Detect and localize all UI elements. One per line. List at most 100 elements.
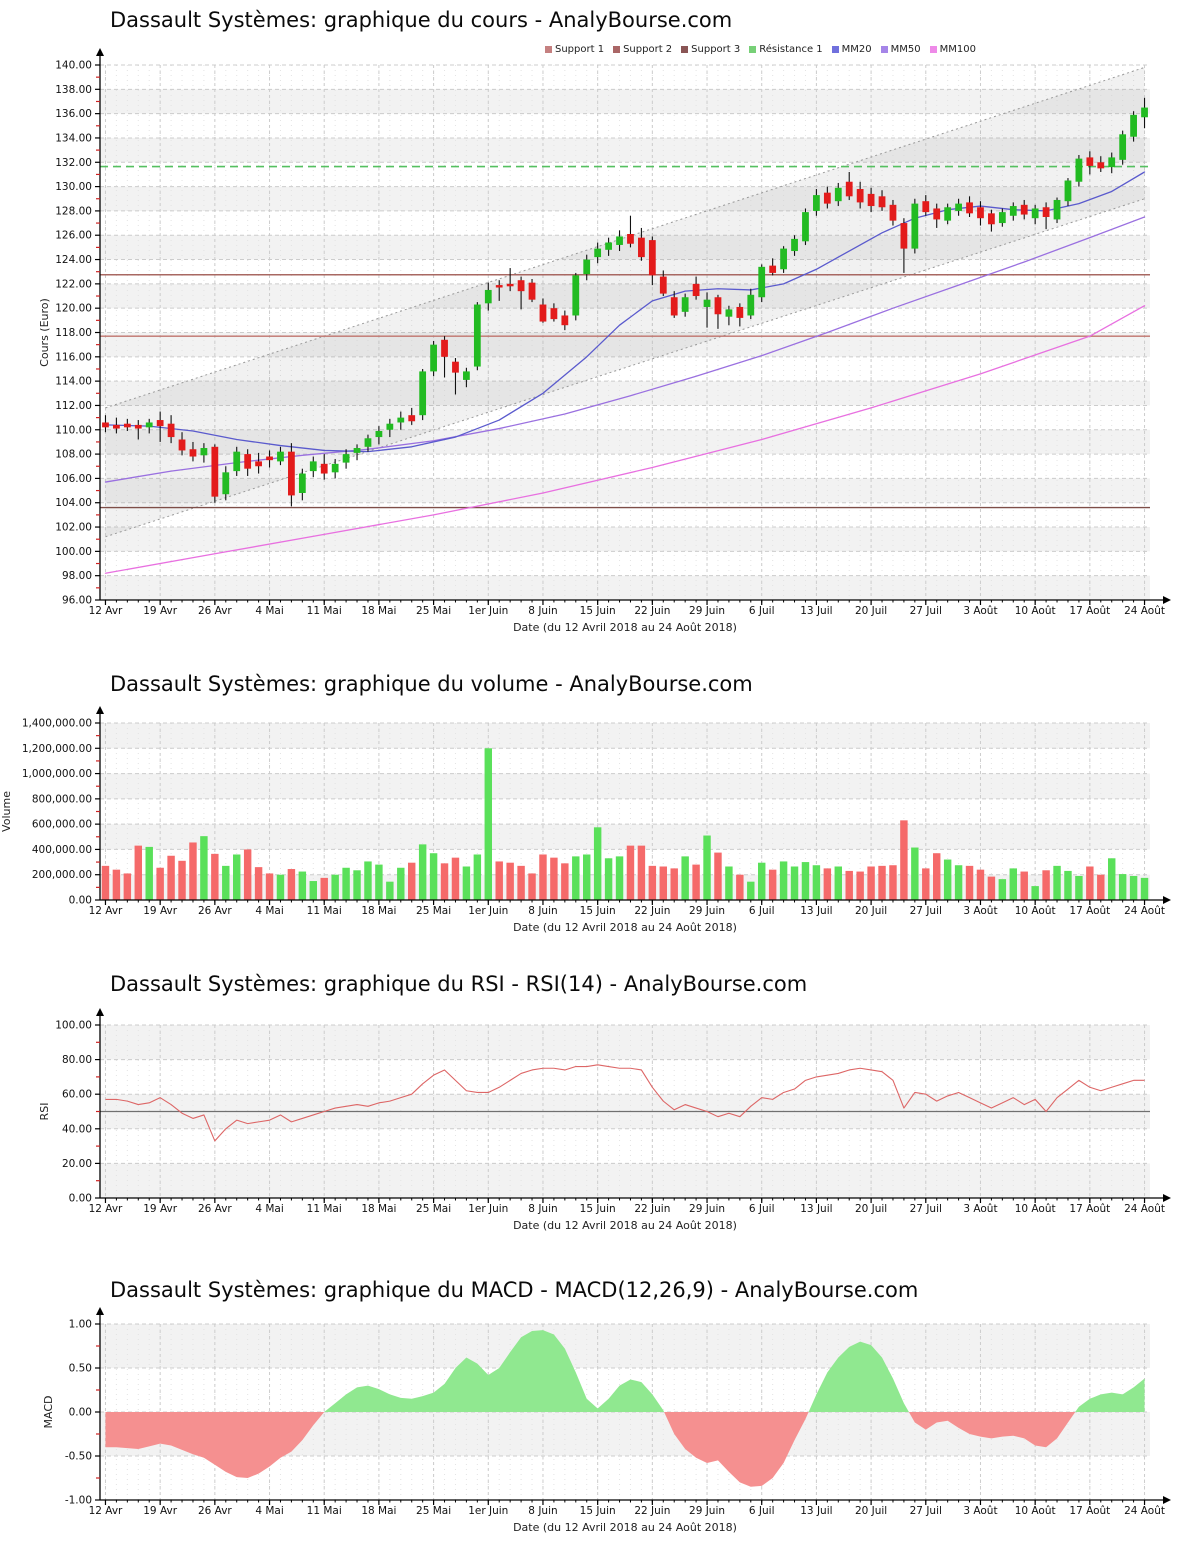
candle-up bbox=[605, 242, 612, 250]
price-x-axis: 12 Avr 19 Avr 26 Avr 4 Mai 11 Mai 18 Mai 25 Ma… bbox=[89, 596, 1171, 634]
candle-down bbox=[1042, 207, 1050, 217]
candle-up bbox=[944, 207, 952, 221]
x-tick-label: 17 Août bbox=[1069, 605, 1110, 617]
y-tick-label: 138.00 bbox=[55, 84, 92, 96]
legend-swatch-icon bbox=[929, 46, 937, 53]
candle-up bbox=[375, 430, 383, 438]
candle-down bbox=[539, 304, 547, 322]
candle-down bbox=[113, 424, 120, 429]
y-tick-label: 136.00 bbox=[55, 108, 92, 120]
x-tick-label: 20 Juil bbox=[855, 1505, 887, 1517]
candle-down bbox=[867, 193, 875, 207]
candle-up bbox=[572, 275, 580, 316]
y-tick-label: 114.00 bbox=[55, 376, 92, 388]
y-axis-title: Volume bbox=[0, 791, 13, 832]
x-tick-label: 20 Juil bbox=[855, 905, 887, 917]
volume-x-axis: 12 Avr 19 Avr 26 Avr 4 Mai 11 Mai 18 Mai 25 Ma… bbox=[89, 896, 1171, 934]
volume-bar-up bbox=[1118, 874, 1127, 900]
candle-up bbox=[277, 451, 284, 462]
volume-bar-up bbox=[725, 866, 733, 900]
support-resistance-lines bbox=[100, 165, 1150, 509]
y-tick-label: 1,000,000.00 bbox=[22, 768, 92, 780]
volume-bar-up bbox=[954, 865, 963, 900]
candle-up bbox=[834, 187, 842, 202]
x-tick-label: 29 Juin bbox=[689, 1505, 725, 1517]
y-axis-title: MACD bbox=[42, 1396, 55, 1429]
volume-bar-up bbox=[681, 856, 689, 900]
x-axis-title: Date (du 12 Avril 2018 au 24 Août 2018) bbox=[513, 1219, 737, 1232]
y-tick-label: 106.00 bbox=[55, 473, 92, 485]
x-tick-label: 17 Août bbox=[1069, 1505, 1110, 1517]
volume-bar-up bbox=[747, 881, 755, 900]
volume-bar-down bbox=[976, 869, 985, 900]
y-tick-label: 124.00 bbox=[55, 254, 92, 266]
x-tick-label: 25 Mai bbox=[416, 1505, 451, 1517]
candle-down bbox=[211, 446, 219, 497]
y-axis-title: Cours (Euro) bbox=[38, 298, 51, 367]
mm20-line bbox=[104, 171, 1146, 453]
macd-area bbox=[105, 1330, 1145, 1487]
rsi-chart-title: Dassault Systèmes: graphique du RSI - RS… bbox=[110, 972, 808, 996]
x-tick-label: 25 Mai bbox=[416, 1203, 451, 1215]
candle-down bbox=[878, 196, 886, 208]
x-tick-label: 22 Juin bbox=[634, 905, 670, 917]
legend-label: MM100 bbox=[939, 44, 976, 55]
legend-item: Support 3 bbox=[681, 44, 740, 55]
price-minor-grid bbox=[100, 64, 1150, 601]
volume-bar-down bbox=[506, 862, 514, 900]
y-tick-label: 60.00 bbox=[62, 1089, 92, 1101]
volume-bar-down bbox=[856, 871, 864, 900]
candle-down bbox=[823, 192, 831, 204]
candle-down bbox=[1097, 162, 1105, 169]
volume-bar-up bbox=[1031, 886, 1039, 900]
volume-y-axis: 0.00 200,000.00 400,000.00 600,000.00 800,00… bbox=[0, 706, 104, 907]
x-tick-label: 10 Août bbox=[1015, 1203, 1056, 1215]
candle-down bbox=[189, 449, 197, 457]
volume-bar-up bbox=[309, 881, 317, 900]
candle-down bbox=[320, 463, 328, 474]
x-tick-label: 13 Juil bbox=[800, 605, 832, 617]
x-tick-label: 24 Août bbox=[1124, 905, 1165, 917]
volume-bar-up bbox=[418, 844, 427, 900]
candle-down bbox=[692, 283, 700, 297]
volume-bar-down bbox=[889, 865, 897, 900]
volume-bar-up bbox=[779, 861, 788, 900]
candle-up bbox=[681, 297, 689, 312]
x-tick-label: 27 Juil bbox=[910, 1203, 942, 1215]
x-axis-title: Date (du 12 Avril 2018 au 24 Août 2018) bbox=[513, 621, 737, 634]
x-tick-label: 8 Juin bbox=[528, 905, 557, 917]
x-tick-label: 13 Juil bbox=[800, 905, 832, 917]
price-y-axis: 96.00 98.00 100.00 102.00 104.00 106.00 108.00… bbox=[38, 48, 104, 607]
candle-up bbox=[703, 299, 711, 307]
x-tick-label: 22 Juin bbox=[634, 1505, 670, 1517]
x-tick-label: 26 Avr bbox=[198, 605, 232, 617]
volume-bar-down bbox=[101, 865, 110, 900]
y-tick-label: 126.00 bbox=[55, 230, 92, 242]
y-tick-label: 96.00 bbox=[62, 595, 92, 607]
legend-swatch-icon bbox=[613, 46, 621, 53]
x-tick-label: 8 Juin bbox=[528, 1505, 557, 1517]
y-tick-label: 140.00 bbox=[55, 60, 92, 72]
candle-up bbox=[1075, 158, 1083, 182]
volume-bar-up bbox=[200, 836, 208, 900]
candle-down bbox=[922, 201, 930, 213]
candle-up bbox=[331, 463, 339, 473]
y-tick-label: 130.00 bbox=[55, 181, 92, 193]
volume-bar-down bbox=[845, 870, 853, 900]
x-tick-label: 12 Avr bbox=[89, 1505, 123, 1517]
candle-down bbox=[714, 297, 722, 315]
x-tick-label: 19 Avr bbox=[143, 905, 177, 917]
candle-down bbox=[988, 213, 995, 225]
candle-down bbox=[845, 181, 853, 197]
x-tick-label: 4 Mai bbox=[255, 905, 283, 917]
candle-down bbox=[769, 265, 777, 273]
candle-up bbox=[386, 423, 394, 430]
price-chart-title: Dassault Systèmes: graphique du cours - … bbox=[110, 8, 733, 32]
y-tick-label: 0.00 bbox=[69, 1407, 92, 1419]
candle-down bbox=[550, 308, 558, 320]
volume-bar-down bbox=[167, 855, 175, 900]
candle-down bbox=[495, 285, 503, 288]
volume-bar-up bbox=[593, 827, 602, 900]
candle-up bbox=[200, 448, 208, 456]
